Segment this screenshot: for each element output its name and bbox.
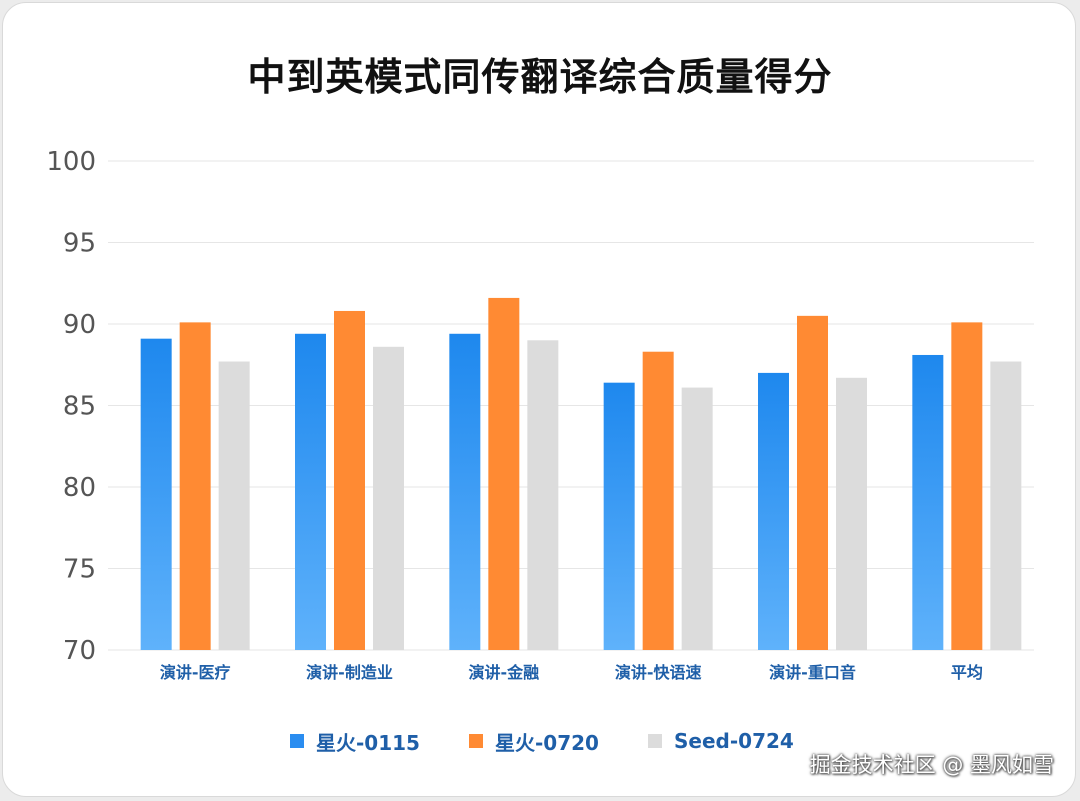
bar-2-4 (642, 351, 674, 650)
bar-2-6 (951, 322, 983, 650)
grid-lines (108, 160, 1034, 651)
chart-title: 中到英模式同传翻译综合质量得分 (247, 55, 833, 99)
y-axis-ticks: 100 95 90 85 80 75 70 (46, 147, 96, 666)
legend-item: 星火-0115 (290, 726, 420, 756)
legend-swatch (648, 734, 662, 748)
x-axis-labels: 演讲-医疗 演讲-制造业 演讲-金融 演讲-快语速 演讲-重口音 平均 (160, 663, 983, 682)
y-tick-label: 95 (63, 229, 96, 259)
x-category-label: 演讲-金融 (469, 663, 540, 682)
bar-1-6 (912, 354, 944, 650)
bar-2-1 (179, 322, 211, 650)
bar-3-5 (836, 377, 867, 650)
x-category-label: 演讲-制造业 (306, 663, 393, 682)
bars (140, 297, 1022, 650)
legend-label: 星火-0115 (316, 730, 420, 755)
legend-item: Seed-0724 (648, 726, 794, 756)
bar-3-6 (990, 361, 1022, 650)
x-category-label: 演讲-医疗 (160, 663, 231, 682)
bar-1-5 (758, 372, 789, 650)
y-tick-label: 70 (63, 636, 96, 666)
legend: 星火-0115 星火-0720 Seed-0724 (0, 726, 1080, 756)
bar-3-1 (218, 361, 250, 650)
legend-swatch (290, 734, 304, 748)
legend-label: 星火-0720 (495, 730, 599, 755)
watermark: 掘金技术社区 @ 墨风如雪 (809, 753, 1054, 777)
y-tick-label: 100 (46, 147, 96, 177)
legend-swatch (469, 734, 483, 748)
x-category-label: 演讲-快语速 (615, 663, 702, 682)
bar-1-2 (295, 333, 326, 650)
bar-2-3 (488, 297, 520, 650)
bar-3-4 (681, 387, 713, 650)
bar-2-5 (797, 315, 828, 650)
bar-1-3 (449, 333, 481, 650)
y-tick-label: 90 (63, 310, 96, 340)
legend-item: 星火-0720 (469, 726, 599, 756)
bar-3-3 (527, 340, 559, 650)
bar-1-1 (140, 338, 172, 650)
bar-1-4 (603, 382, 635, 650)
y-tick-label: 75 (63, 555, 96, 585)
bar-3-2 (373, 346, 404, 650)
x-category-label: 演讲-重口音 (769, 663, 856, 682)
bar-2-2 (334, 310, 365, 650)
x-category-label: 平均 (951, 663, 983, 682)
y-tick-label: 80 (63, 473, 96, 503)
y-tick-label: 85 (63, 392, 96, 422)
legend-label: Seed-0724 (674, 729, 794, 753)
